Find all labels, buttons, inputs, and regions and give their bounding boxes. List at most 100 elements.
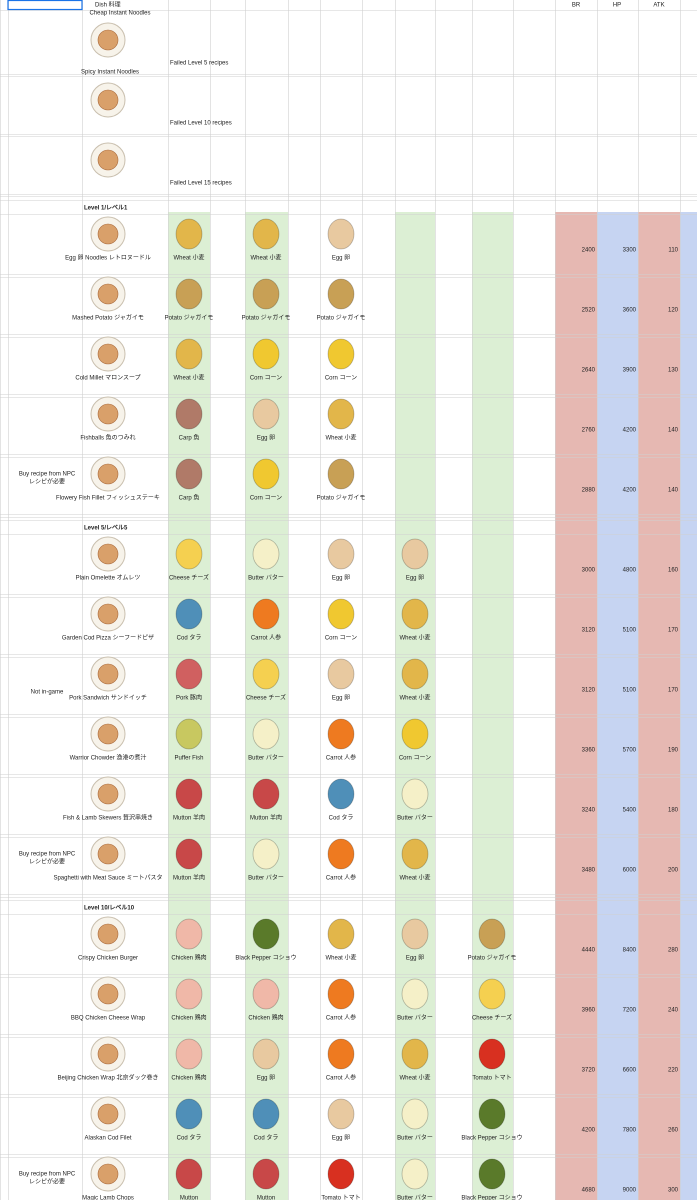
stat-br: 3000 [582,568,596,574]
ingredient-icon [252,978,280,1010]
stat-br: 4680 [582,1188,596,1194]
dish-icon [97,149,119,171]
failed-note: Failed Level 5 recipes [170,61,228,67]
ingredient-icon [478,918,506,950]
ingredient-icon [175,338,203,370]
stat-hp: 8400 [623,948,637,954]
ingredient-name: Cheese チーズ [169,574,209,582]
stat-atk: 130 [668,368,679,374]
ingredient-name: Corn コーン [250,495,282,502]
ingredient-name: Cod タラ [254,1134,279,1142]
ingredient-name: Egg 卵 [406,954,424,962]
ingredient-name: Mutton [257,1196,275,1200]
ingredient-icon [401,538,429,570]
stat-br: 2520 [582,308,596,314]
ingredient-name: Corn コーン [250,375,282,382]
ingredient-icon [327,338,355,370]
dish-icon [97,463,119,485]
ingredient-name: Potato ジャガイモ [317,494,366,502]
ingredient-name: Egg 卵 [257,1074,275,1082]
column-band [638,212,680,1200]
ingredient-name: Butter バター [397,1134,433,1142]
stat-atk: 180 [668,808,679,814]
dish-name: Pork Sandwich サンドイッチ [69,695,147,702]
ingredient-icon [401,1098,429,1130]
ingredient-name: Carrot 人参 [251,634,281,642]
ingredient-name: Mutton 羊肉 [173,874,205,882]
ingredient-icon [252,218,280,250]
stat-br: 3360 [582,748,596,754]
stat-atk: 170 [668,688,679,694]
dish-name: Crispy Chicken Burger [78,956,138,962]
ingredient-icon [175,918,203,950]
ingredient-name: Potato ジャガイモ [165,314,214,322]
ingredient-icon [327,1098,355,1130]
stat-br: 2880 [582,488,596,494]
stat-hp: 5100 [623,628,637,634]
ingredient-name: Cheese チーズ [246,694,286,702]
ingredient-icon [327,838,355,870]
ingredient-name: Pork 豚肉 [176,694,202,702]
ingredient-name: Carrot 人参 [326,1014,356,1022]
ingredient-name: Mutton [180,1196,198,1200]
dish-name: Cheap Instant Noodles [89,11,150,17]
dish-icon [97,89,119,111]
ingredient-icon [327,978,355,1010]
ingredient-icon [252,338,280,370]
ingredient-name: Potato ジャガイモ [242,314,291,322]
ingredient-icon [175,978,203,1010]
ingredient-icon [252,718,280,750]
ingredient-name: Wheat 小麦 [325,954,356,962]
ingredient-icon [327,778,355,810]
ingredient-icon [175,718,203,750]
ingredient-name: Chicken 鶏肉 [171,954,206,962]
ingredient-name: Egg 卵 [332,574,350,582]
ingredient-name: Potato ジャガイモ [468,954,517,962]
header-dish: Dish 料理 [95,1,121,9]
dish-icon [97,983,119,1005]
stat-br: 2400 [582,248,596,254]
dish-tag: Buy recipe from NPC [19,472,76,478]
ingredient-icon [327,598,355,630]
ingredient-icon [252,1098,280,1130]
ingredient-icon [327,1038,355,1070]
dish-tag: レシピが必要 [29,478,65,486]
ingredient-name: Wheat 小麦 [173,374,204,382]
selected-cell[interactable] [7,0,83,11]
ingredient-icon [252,838,280,870]
dish-icon [97,283,119,305]
ingredient-name: Chicken 鶏肉 [248,1014,283,1022]
ingredient-icon [327,218,355,250]
section-title: Level 10/レベル10 [84,905,135,912]
dish-icon [97,923,119,945]
ingredient-icon [175,1158,203,1190]
column-band [680,212,697,1200]
dish-icon [97,223,119,245]
stat-br: 3120 [582,628,596,634]
header-hp: HP [613,3,621,9]
ingredient-name: Corn コーン [399,755,431,762]
stat-br: 3480 [582,868,596,874]
stat-hp: 5700 [623,748,637,754]
ingredient-icon [175,838,203,870]
ingredient-icon [252,778,280,810]
dish-name: Fishballs 魚のつみれ [80,434,135,442]
dish-name: Spaghetti with Meat Sauce ミートパスタ [53,874,162,882]
dish-name: Cold Millet マロンスープ [75,375,140,382]
header-br: BR [572,3,581,9]
stat-br: 3720 [582,1068,596,1074]
ingredient-icon [175,778,203,810]
stat-hp: 5100 [623,688,637,694]
ingredient-icon [252,458,280,490]
ingredient-name: Tomato トマト [321,1195,360,1200]
ingredient-icon [252,918,280,950]
ingredient-name: Egg 卵 [257,434,275,442]
ingredient-name: Corn コーン [325,375,357,382]
stat-hp: 4200 [623,488,637,494]
dish-name: Plain Omelette オムレツ [76,575,141,582]
column-band [168,212,210,1200]
ingredient-name: Wheat 小麦 [325,434,356,442]
dish-name: Magic Lamb Chops [82,1196,134,1200]
dish-icon [97,1163,119,1185]
ingredient-icon [401,1038,429,1070]
